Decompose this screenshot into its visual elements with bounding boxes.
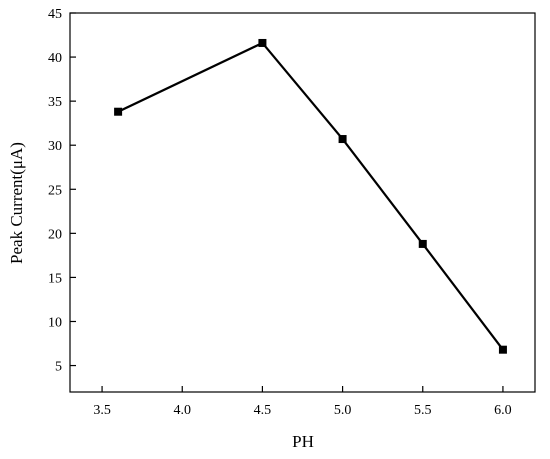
y-tick-label: 45 <box>48 7 62 22</box>
plot-frame <box>69 12 536 393</box>
data-point-marker <box>258 38 267 47</box>
y-tick-label: 40 <box>48 51 62 66</box>
x-tick-label: 3.5 <box>93 403 111 418</box>
y-tick-label: 15 <box>48 271 62 286</box>
x-tick-label: 4.0 <box>173 403 191 418</box>
x-tick-label: 4.5 <box>254 403 272 418</box>
y-tick-label: 20 <box>48 227 62 242</box>
y-tick-label: 25 <box>48 183 62 198</box>
data-point-marker <box>418 239 427 248</box>
y-tick-label: 35 <box>48 95 62 110</box>
series-line <box>117 41 504 351</box>
y-tick-label: 10 <box>48 315 62 330</box>
x-axis-ticks: 3.5 4.0 4.5 5.0 5.5 6.0 <box>93 386 512 418</box>
x-tick-label: 6.0 <box>494 403 512 418</box>
y-tick-label: 30 <box>48 139 62 154</box>
y-axis-label: Peak Current(μA) <box>7 142 26 264</box>
x-tick-label: 5.5 <box>414 403 432 418</box>
data-point-marker <box>114 107 123 116</box>
y-tick-label: 5 <box>55 360 62 375</box>
data-point-marker <box>498 345 507 354</box>
x-axis-label: PH <box>292 432 314 451</box>
data-point-marker <box>338 135 347 144</box>
y-axis-ticks: 5 10 15 20 25 30 35 40 45 <box>48 7 76 375</box>
series-markers <box>114 38 507 354</box>
x-tick-label: 5.0 <box>334 403 352 418</box>
